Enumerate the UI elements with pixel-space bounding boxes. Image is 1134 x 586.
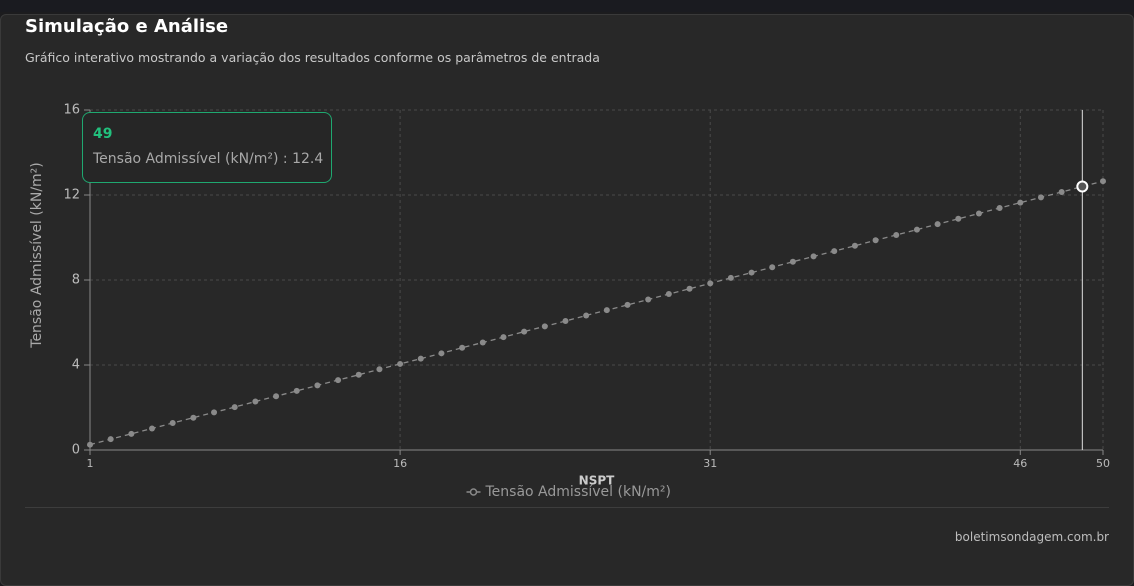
- point: [293, 387, 300, 394]
- x-tick-label: 50: [1096, 457, 1110, 470]
- point: [376, 366, 383, 373]
- y-tick-label: 4: [72, 358, 80, 373]
- point: [355, 371, 362, 378]
- x-tick-label: 16: [393, 457, 407, 470]
- tooltip-text: Tensão Admissível (kN/m²) : 12.4: [93, 151, 324, 167]
- point: [872, 237, 879, 244]
- point: [190, 414, 197, 421]
- tooltip-title: 49: [93, 126, 113, 142]
- y-tick-label: 16: [63, 103, 80, 118]
- point: [1017, 199, 1024, 206]
- point: [397, 360, 404, 367]
- x-tick-label: 46: [1013, 457, 1027, 470]
- point: [562, 318, 569, 325]
- point: [831, 248, 838, 255]
- point: [707, 280, 714, 287]
- point: [748, 269, 755, 276]
- point: [851, 242, 858, 249]
- point: [1037, 194, 1044, 201]
- point: [996, 204, 1003, 211]
- legend-marker: [469, 488, 478, 496]
- point: [169, 420, 176, 427]
- point: [769, 264, 776, 271]
- point: [335, 377, 342, 384]
- point: [645, 296, 652, 303]
- point: [149, 425, 156, 432]
- point: [789, 258, 796, 265]
- point: [665, 291, 672, 298]
- point: [273, 393, 280, 400]
- y-tick-label: 12: [63, 188, 80, 203]
- point: [934, 221, 941, 228]
- y-axis-label: Tensão Admissível (kN/m²): [29, 162, 45, 348]
- point: [1100, 178, 1106, 185]
- title: Simulação e Análise: [25, 16, 229, 37]
- point: [87, 441, 93, 448]
- active-point: [1076, 180, 1089, 193]
- point: [107, 436, 114, 443]
- series-line: [89, 180, 1104, 446]
- point: [231, 404, 238, 411]
- x-tick-label: 1: [87, 457, 94, 470]
- point: [1058, 189, 1065, 196]
- point: [975, 210, 982, 217]
- separator: [25, 507, 1109, 508]
- x-axis-label: NSPT: [579, 474, 615, 488]
- tooltip: 49 Tensão Admissível (kN/m²) : 12.4: [82, 112, 332, 183]
- point: [500, 334, 507, 341]
- legend-label: Tensão Admissível (kN/m²): [485, 484, 671, 500]
- point: [459, 344, 466, 351]
- point: [128, 430, 135, 437]
- top-bar: [0, 0, 1134, 12]
- point: [727, 274, 734, 281]
- point: [955, 215, 962, 222]
- point: [417, 355, 424, 362]
- point: [252, 398, 259, 405]
- y-tick-label: 0: [72, 443, 80, 458]
- point: [603, 307, 610, 314]
- point: [686, 285, 693, 292]
- x-tick-label: 31: [703, 457, 717, 470]
- point: [521, 328, 528, 335]
- point: [314, 382, 321, 389]
- point: [810, 253, 817, 260]
- point: [541, 323, 548, 330]
- point: [624, 301, 631, 308]
- subtitle: Gráfico interativo mostrando a variação …: [25, 50, 600, 65]
- point: [479, 339, 486, 346]
- point: [438, 350, 445, 357]
- footer: boletimsondagem.com.br: [954, 530, 1109, 544]
- point: [913, 226, 920, 233]
- point: [211, 409, 218, 416]
- y-tick-label: 8: [72, 273, 80, 288]
- point: [893, 231, 900, 238]
- point: [583, 312, 590, 319]
